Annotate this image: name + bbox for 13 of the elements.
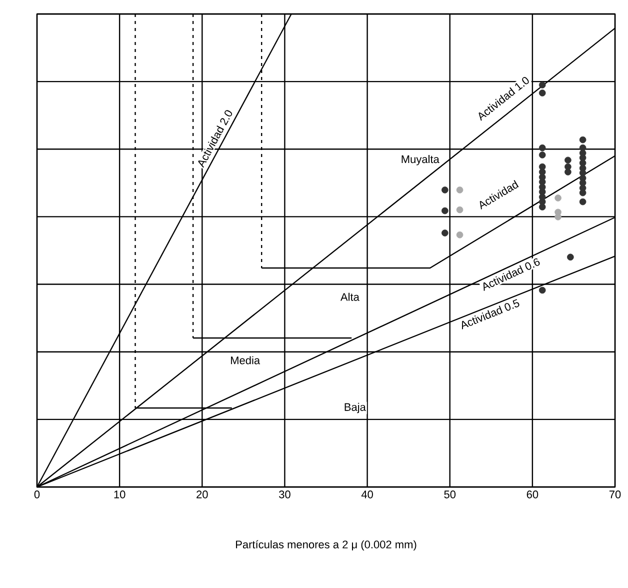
x-tick-label: 50 — [444, 490, 456, 498]
x-tick-label: 0 — [34, 490, 40, 498]
annotation: Alta — [340, 292, 360, 301]
annotation: Media — [231, 356, 260, 364]
x-axis-title: Partículas menores a 2 μ (0.002 mm) — [236, 540, 416, 551]
x-tick-label: 30 — [279, 490, 290, 498]
x-tick-label: 40 — [361, 490, 373, 498]
x-tick-label: 70 — [609, 490, 621, 498]
x-tick-label: 60 — [526, 490, 538, 498]
annotation: Muyalta — [402, 155, 440, 166]
x-tick-label: 20 — [196, 490, 208, 498]
annotation: Baja — [344, 402, 366, 414]
x-tick-label: 10 — [114, 490, 126, 498]
